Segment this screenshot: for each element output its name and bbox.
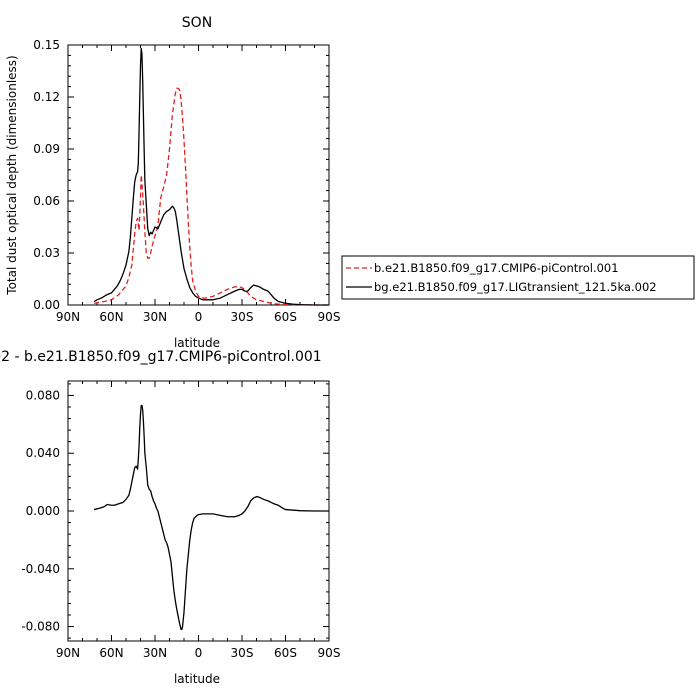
x-tick-label: 90S bbox=[318, 310, 341, 324]
y-tick-label: 0.12 bbox=[33, 90, 60, 104]
bottom-panel: bg.e21.B1850.f09_g17.LIGtransient_121.5k… bbox=[0, 349, 340, 686]
top-x-ticks: 90N 60N 30N 0 30S 60S 90S bbox=[56, 45, 341, 324]
x-tick-label: 90S bbox=[318, 646, 341, 660]
bottom-series-lines bbox=[93, 404, 329, 631]
bottom-chart-title: bg.e21.B1850.f09_g17.LIGtransient_121.5k… bbox=[0, 349, 322, 365]
x-tick-label: 90N bbox=[56, 310, 80, 324]
x-tick-label: 60N bbox=[99, 310, 123, 324]
y-tick-label: 0.00 bbox=[33, 298, 60, 312]
top-y-ticks: 0.00 0.03 0.06 0.09 0.12 0.15 bbox=[33, 38, 329, 312]
legend-label-picontrol: b.e21.B1850.f09_g17.CMIP6-piControl.001 bbox=[374, 261, 619, 275]
bottom-series-line-1 bbox=[93, 404, 329, 631]
top-series-lines bbox=[93, 47, 329, 306]
legend: b.e21.B1850.f09_g17.CMIP6-piControl.001 … bbox=[341, 255, 695, 300]
top-chart-title: SON bbox=[182, 15, 212, 31]
y-tick-label: 0.080 bbox=[26, 388, 60, 402]
top-y-axis-label: Total dust optical depth (dimensionless) bbox=[5, 55, 19, 295]
y-tick-label: 0.06 bbox=[33, 194, 60, 208]
bottom-y-ticks: 0.080 0.040 0.000 -0.040 -0.080 bbox=[21, 383, 329, 639]
x-tick-label: 60S bbox=[274, 646, 297, 660]
x-tick-label: 30N bbox=[143, 646, 167, 660]
top-series-line-1 bbox=[93, 87, 329, 306]
legend-label-ligtransient: bg.e21.B1850.f09_g17.LIGtransient_121.5k… bbox=[374, 280, 657, 294]
x-tick-label: 30S bbox=[231, 646, 254, 660]
x-tick-label: 90N bbox=[56, 646, 80, 660]
bottom-x-ticks: 90N 60N 30N 0 30S 60S 90S bbox=[56, 381, 341, 660]
top-x-axis-label: latitude bbox=[174, 336, 220, 350]
x-tick-label: 30N bbox=[143, 310, 167, 324]
y-tick-label: -0.040 bbox=[21, 562, 60, 576]
bottom-plot-frame bbox=[67, 380, 330, 642]
bottom-x-axis-label: latitude bbox=[174, 672, 220, 686]
y-tick-label: -0.080 bbox=[21, 620, 60, 634]
legend-box bbox=[341, 255, 695, 300]
y-tick-label: 0.040 bbox=[26, 446, 60, 460]
y-tick-label: 0.000 bbox=[26, 504, 60, 518]
x-tick-label: 60S bbox=[274, 310, 297, 324]
top-panel: SON 90N 60N 30N 0 30S 60S 90S 0.00 0.03 0.06 0.09… bbox=[5, 15, 340, 350]
x-tick-label: 0 bbox=[195, 310, 203, 324]
top-plot-frame bbox=[67, 44, 330, 306]
y-tick-label: 0.03 bbox=[33, 246, 60, 260]
y-tick-label: 0.09 bbox=[33, 142, 60, 156]
y-tick-label: 0.15 bbox=[33, 38, 60, 52]
x-tick-label: 60N bbox=[99, 646, 123, 660]
x-tick-label: 0 bbox=[195, 646, 203, 660]
top-series-line-2 bbox=[93, 47, 329, 306]
x-tick-label: 30S bbox=[231, 310, 254, 324]
